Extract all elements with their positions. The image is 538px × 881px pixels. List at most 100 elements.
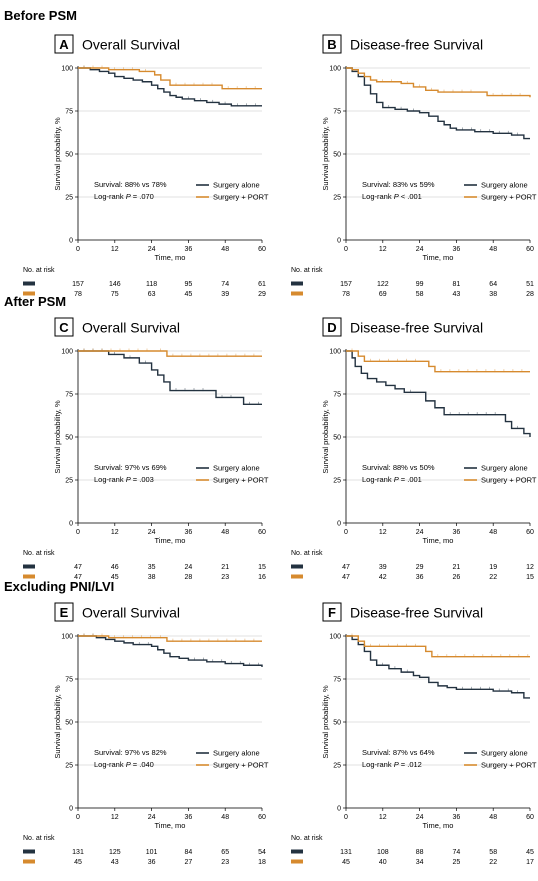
x-tick-label: 36 (185, 814, 193, 821)
legend-label-alone: Surgery alone (213, 464, 260, 473)
log-rank-text: Log-rank P = .012 (362, 760, 422, 769)
at-risk-value: 47 (74, 574, 82, 581)
at-risk-value: 39 (379, 564, 387, 571)
x-tick-label: 48 (489, 814, 497, 821)
panel-letter: E (60, 605, 69, 620)
x-tick-label: 24 (416, 814, 424, 821)
log-rank-text: Log-rank P < .001 (362, 192, 422, 201)
survival-text: Survival: 88% vs 78% (94, 180, 167, 189)
at-risk-swatch-port (291, 574, 303, 579)
curve-surgery-port (78, 67, 262, 90)
at-risk-value: 46 (111, 564, 119, 571)
panel-letter-box (54, 602, 74, 622)
at-risk-value: 42 (379, 574, 387, 581)
at-risk-value: 39 (221, 291, 229, 298)
curve-surgery-alone (78, 635, 263, 667)
x-tick-label: 24 (416, 529, 424, 536)
x-tick-label: 60 (258, 814, 266, 821)
at-risk-value: 15 (526, 574, 534, 581)
at-risk-value: 74 (221, 281, 229, 288)
at-risk-value: 74 (453, 849, 461, 856)
x-tick-label: 60 (526, 246, 534, 253)
at-risk-value: 27 (185, 859, 193, 866)
at-risk-value: 28 (185, 574, 193, 581)
at-risk-value: 108 (377, 849, 389, 856)
x-tick-label: 12 (111, 246, 119, 253)
panel-a-overall-survival: A Overall Survival 0 25 50 75 100 0 12 24 36 48 60 Ti… (23, 34, 269, 298)
x-tick-label: 36 (453, 814, 461, 821)
legend-label-alone: Surgery alone (213, 749, 260, 758)
at-risk-value: 36 (148, 859, 156, 866)
x-tick-label: 24 (148, 529, 156, 536)
x-tick-label: 60 (258, 529, 266, 536)
at-risk-value: 28 (526, 291, 534, 298)
log-rank-text: Log-rank P = .040 (94, 760, 154, 769)
x-tick-label: 0 (344, 814, 348, 821)
at-risk-value: 58 (416, 291, 424, 298)
y-tick-label: 100 (329, 349, 341, 356)
at-risk-value: 23 (221, 859, 229, 866)
legend-label-port: Surgery + PORT (481, 193, 537, 202)
survival-text: Survival: 87% vs 64% (362, 748, 435, 757)
at-risk-value: 36 (416, 574, 424, 581)
y-tick-label: 25 (65, 763, 73, 770)
x-tick-label: 36 (453, 529, 461, 536)
at-risk-swatch-alone (291, 849, 303, 854)
at-risk-value: 12 (526, 564, 534, 571)
x-tick-label: 12 (379, 814, 387, 821)
at-risk-value: 75 (111, 291, 119, 298)
y-tick-label: 25 (65, 195, 73, 202)
at-risk-value: 63 (148, 291, 156, 298)
x-tick-label: 48 (221, 814, 229, 821)
curve-surgery-port (346, 67, 531, 98)
at-risk-swatch-alone (23, 281, 35, 286)
y-tick-label: 75 (333, 392, 341, 399)
survival-text: Survival: 97% vs 82% (94, 748, 167, 757)
section-title-excluding-pni-lvi: Excluding PNI/LVI (4, 579, 115, 594)
y-axis-label: Survival probability, % (321, 117, 330, 191)
x-axis-label: Time, mo (155, 821, 186, 830)
at-risk-value: 47 (342, 574, 350, 581)
panel-d-disease-free-survival: D Disease-free Survival 0 25 50 75 100 0 12 24 36 4… (291, 317, 537, 581)
at-risk-value: 26 (453, 574, 461, 581)
panel-letter-box (322, 602, 342, 622)
at-risk-value: 84 (185, 849, 193, 856)
at-risk-swatch-alone (23, 564, 35, 569)
at-risk-value: 131 (340, 849, 352, 856)
panel-letter: B (327, 37, 336, 52)
at-risk-value: 22 (489, 859, 497, 866)
curve-surgery-port (346, 350, 530, 373)
at-risk-swatch-port (291, 859, 303, 864)
at-risk-value: 45 (74, 859, 82, 866)
at-risk-title: No. at risk (23, 835, 55, 842)
y-tick-label: 0 (337, 806, 341, 813)
x-tick-label: 0 (76, 529, 80, 536)
at-risk-value: 47 (74, 564, 82, 571)
at-risk-value: 25 (453, 859, 461, 866)
y-tick-label: 75 (333, 677, 341, 684)
y-tick-label: 25 (333, 195, 341, 202)
survival-text: Survival: 88% vs 50% (362, 463, 435, 472)
y-axis-label: Survival probability, % (53, 400, 62, 474)
at-risk-title: No. at risk (23, 267, 55, 274)
at-risk-value: 157 (340, 281, 352, 288)
at-risk-value: 29 (258, 291, 266, 298)
at-risk-value: 24 (185, 564, 193, 571)
panel-letter-box (322, 34, 342, 54)
at-risk-value: 15 (258, 564, 266, 571)
legend-label-alone: Surgery alone (481, 181, 528, 190)
x-tick-label: 48 (489, 246, 497, 253)
y-tick-label: 100 (61, 634, 73, 641)
x-tick-label: 48 (489, 529, 497, 536)
at-risk-swatch-port (23, 574, 35, 579)
at-risk-value: 18 (258, 859, 266, 866)
y-tick-label: 0 (69, 238, 73, 245)
x-tick-label: 0 (344, 246, 348, 253)
at-risk-swatch-alone (291, 281, 303, 286)
at-risk-value: 43 (111, 859, 119, 866)
y-tick-label: 75 (65, 677, 73, 684)
panel-title: Overall Survival (82, 320, 180, 336)
y-tick-label: 25 (65, 478, 73, 485)
curve-surgery-port (346, 635, 530, 658)
